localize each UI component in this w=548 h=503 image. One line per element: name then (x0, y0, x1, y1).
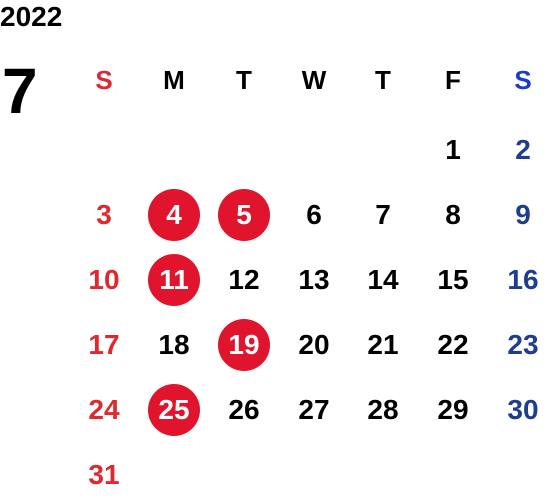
day-cell[interactable]: 10 (88, 264, 120, 295)
day-cell[interactable]: 19 (218, 319, 270, 371)
day-cell[interactable]: 5 (218, 189, 270, 241)
day-cell[interactable]: 22 (437, 329, 469, 360)
day-cell[interactable]: 2 (515, 134, 531, 165)
day-cell[interactable]: 17 (88, 329, 120, 360)
weekday-header: S (95, 65, 113, 95)
day-cell[interactable]: 28 (367, 394, 399, 425)
weekday-header: M (163, 65, 185, 95)
day-cell[interactable]: 9 (515, 199, 531, 230)
day-cell[interactable]: 16 (507, 264, 539, 295)
day-cell[interactable]: 12 (228, 264, 260, 295)
day-cell[interactable]: 4 (148, 189, 200, 241)
day-cell[interactable]: 11 (148, 254, 200, 306)
day-cell[interactable]: 15 (437, 264, 469, 295)
day-cell[interactable]: 29 (437, 394, 469, 425)
day-cell[interactable]: 3 (96, 199, 112, 230)
month-number: 7 (2, 55, 38, 127)
day-cell[interactable]: 1 (445, 134, 461, 165)
weekday-header: S (514, 65, 532, 95)
day-cell[interactable]: 6 (306, 199, 322, 230)
day-cell[interactable]: 30 (507, 394, 539, 425)
day-cell[interactable]: 8 (445, 199, 461, 230)
day-cell[interactable]: 24 (88, 394, 120, 425)
year-label: 2022 (0, 1, 63, 32)
day-cell[interactable]: 26 (228, 394, 260, 425)
weekday-header: F (445, 65, 461, 95)
day-cell[interactable]: 7 (375, 199, 391, 230)
day-cell[interactable]: 18 (158, 329, 190, 360)
day-cell[interactable]: 21 (367, 329, 399, 360)
day-cell[interactable]: 20 (298, 329, 330, 360)
day-cell[interactable]: 23 (507, 329, 539, 360)
weekday-header: T (375, 65, 391, 95)
day-cell[interactable]: 27 (298, 394, 330, 425)
weekday-header: W (301, 65, 327, 95)
day-cell[interactable]: 31 (88, 459, 120, 490)
day-cell[interactable]: 25 (148, 384, 200, 436)
weekday-header: T (236, 65, 252, 95)
day-cell[interactable]: 14 (367, 264, 399, 295)
day-cell[interactable]: 13 (298, 264, 330, 295)
